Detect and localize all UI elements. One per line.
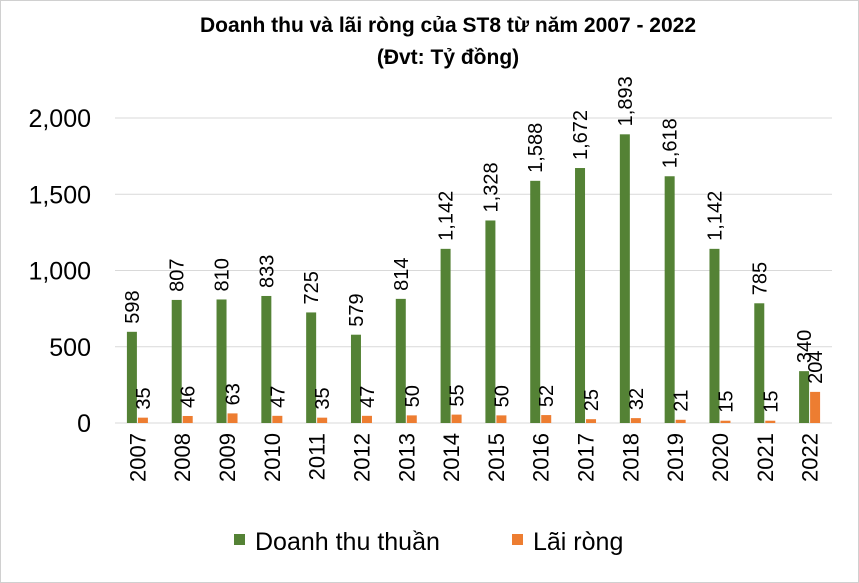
data-label-net-profit: 50 (491, 385, 513, 407)
y-tick-label: 500 (49, 334, 91, 362)
bar-revenue (350, 334, 361, 423)
data-label-revenue: 810 (212, 258, 234, 291)
bar-net-profit (541, 415, 552, 423)
data-label-revenue: 579 (346, 293, 368, 326)
data-label-net-profit: 15 (760, 390, 782, 412)
legend-swatch-revenue (234, 534, 245, 545)
y-tick-label: 1,000 (28, 258, 91, 286)
y-tick-label: 1,500 (28, 181, 91, 209)
bar-revenue (126, 331, 137, 423)
chart-title: Doanh thu và lãi ròng của ST8 từ năm 200… (200, 14, 696, 37)
legend-swatch-net-profit (512, 534, 523, 545)
x-tick-label: 2008 (170, 433, 195, 482)
bar-net-profit (720, 420, 731, 423)
bar-net-profit (765, 420, 776, 423)
y-tick-label: 2,000 (28, 105, 91, 133)
bar-net-profit (406, 415, 417, 423)
data-label-revenue: 1,142 (704, 191, 726, 241)
bar-net-profit (317, 417, 328, 423)
bar-revenue (530, 180, 541, 423)
bar-net-profit (272, 415, 283, 423)
legend-label-revenue: Doanh thu thuần (255, 528, 440, 556)
data-label-revenue: 833 (256, 255, 278, 288)
x-tick-label: 2009 (215, 433, 240, 482)
x-tick-label: 2010 (260, 433, 285, 482)
x-tick-label: 2014 (439, 433, 464, 482)
y-tick-label: 0 (77, 410, 91, 438)
data-label-net-profit: 47 (357, 386, 379, 408)
bar-revenue (261, 295, 272, 423)
data-label-net-profit: 63 (223, 383, 245, 405)
data-label-net-profit: 35 (133, 387, 155, 409)
bar-revenue (440, 248, 451, 423)
data-label-revenue: 1,588 (525, 123, 547, 173)
data-label-net-profit: 52 (536, 385, 558, 407)
data-label-net-profit: 47 (267, 386, 289, 408)
bar-net-profit (496, 415, 507, 423)
data-label-revenue: 725 (301, 271, 323, 304)
data-label-revenue: 340 (794, 330, 816, 363)
data-label-net-profit: 204 (805, 351, 827, 384)
bar-revenue (709, 248, 720, 423)
bar-revenue (485, 220, 496, 423)
data-label-revenue: 785 (749, 262, 771, 295)
data-label-net-profit: 46 (178, 386, 200, 408)
x-tick-label: 2011 (305, 433, 330, 480)
data-label-revenue: 1,328 (480, 162, 502, 212)
data-label-net-profit: 21 (671, 390, 693, 412)
data-label-net-profit: 55 (447, 384, 469, 406)
x-tick-label: 2018 (618, 433, 643, 482)
bar-net-profit (675, 419, 686, 423)
data-label-net-profit: 50 (402, 385, 424, 407)
bar-revenue (216, 299, 227, 423)
bar-net-profit (586, 419, 597, 423)
data-label-revenue: 807 (167, 259, 189, 292)
x-tick-label: 2022 (798, 433, 823, 482)
bar-net-profit (227, 413, 238, 423)
data-label-revenue: 1,618 (660, 118, 682, 168)
x-tick-label: 2013 (394, 433, 419, 482)
bar-revenue (395, 298, 406, 423)
data-label-net-profit: 32 (626, 388, 648, 410)
bar-revenue (171, 299, 182, 423)
data-label-net-profit: 25 (581, 389, 603, 411)
data-label-net-profit: 35 (312, 387, 334, 409)
x-tick-label: 2019 (663, 433, 688, 482)
x-tick-label: 2020 (708, 433, 733, 482)
x-tick-label: 2021 (753, 433, 778, 482)
data-label-net-profit: 15 (715, 390, 737, 412)
x-tick-label: 2007 (125, 433, 150, 482)
x-tick-label: 2015 (484, 433, 509, 482)
data-label-revenue: 814 (391, 257, 413, 290)
bar-revenue (799, 371, 810, 423)
legend-label-net-profit: Lãi ròng (533, 528, 623, 556)
data-label-revenue: 1,672 (570, 110, 592, 160)
bar-revenue (754, 303, 765, 423)
bar-net-profit (630, 418, 641, 423)
bar-net-profit (451, 414, 462, 423)
bar-revenue (306, 312, 317, 423)
x-tick-label: 2012 (349, 433, 374, 482)
data-label-revenue: 598 (122, 290, 144, 323)
bar-net-profit (182, 415, 193, 423)
data-label-revenue: 1,893 (615, 76, 637, 126)
bar-net-profit (810, 391, 821, 423)
data-label-revenue: 1,142 (436, 191, 458, 241)
bar-revenue (619, 134, 630, 423)
x-tick-label: 2017 (574, 433, 599, 482)
bar-revenue (575, 168, 586, 423)
chart-subtitle: (Đvt: Tỷ đồng) (377, 46, 519, 69)
bar-revenue (664, 176, 675, 423)
x-tick-label: 2016 (529, 433, 554, 482)
bar-net-profit (361, 415, 372, 423)
bar-net-profit (137, 417, 148, 423)
